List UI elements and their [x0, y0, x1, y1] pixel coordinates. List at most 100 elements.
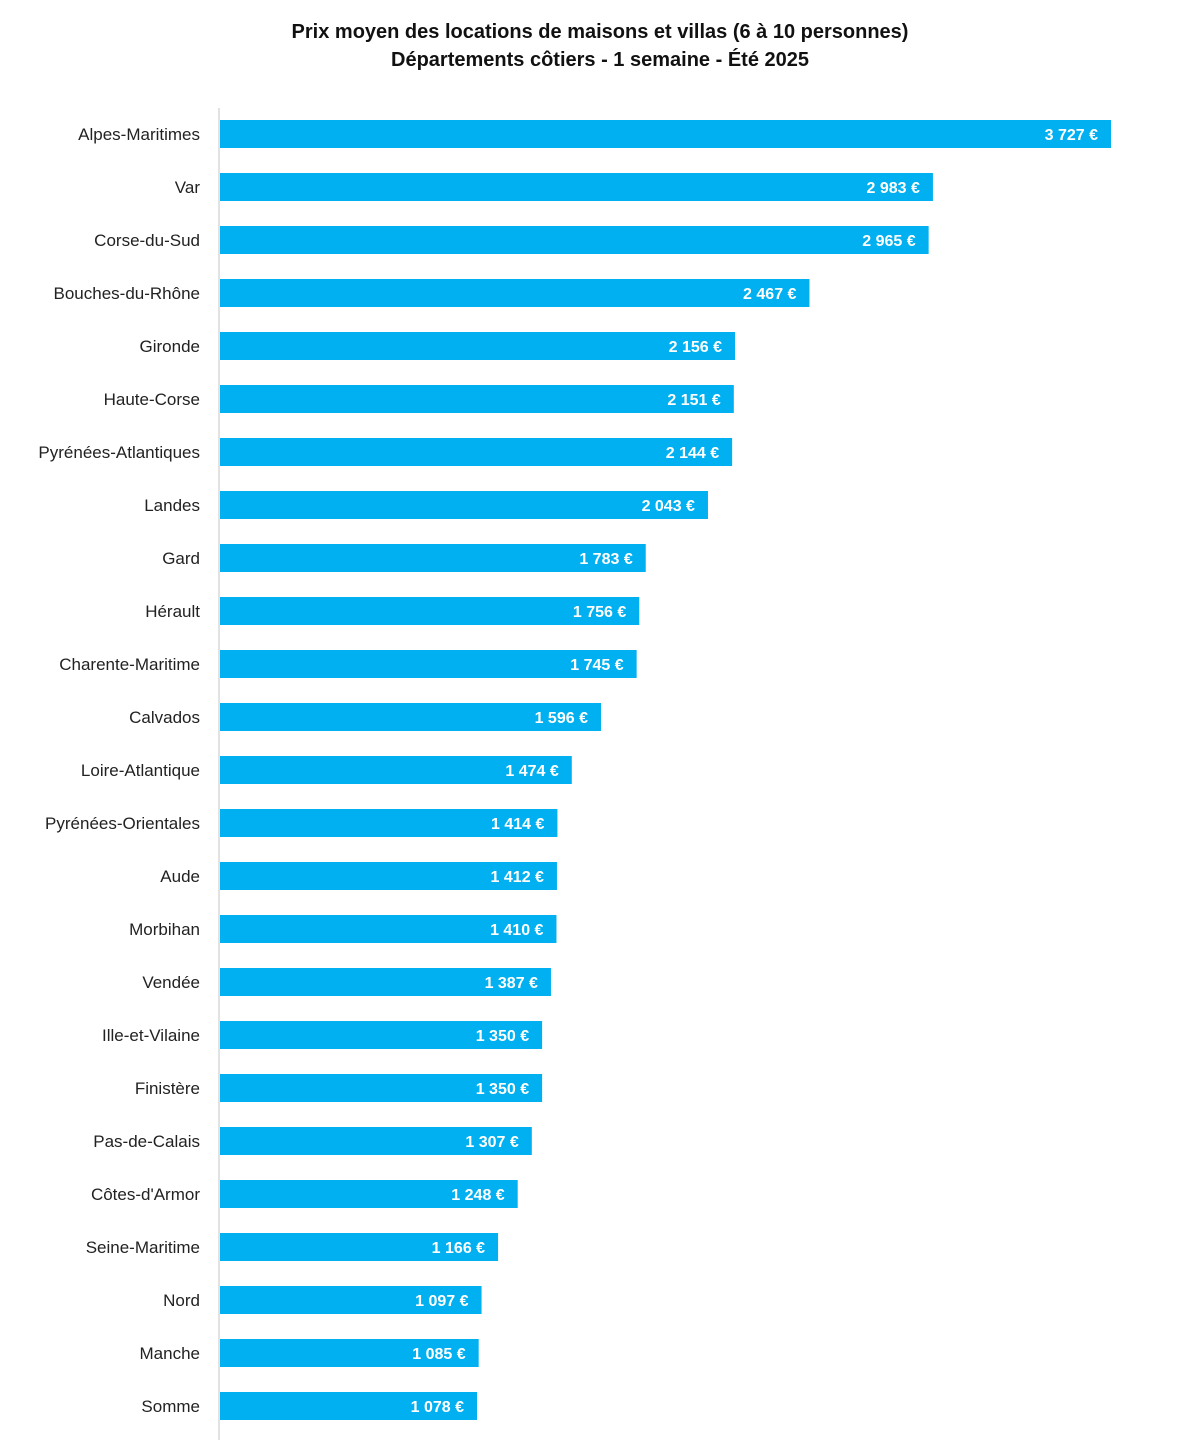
category-label: Manche	[140, 1344, 200, 1363]
category-label: Haute-Corse	[104, 390, 200, 409]
bar	[220, 1339, 479, 1367]
bar-row: Pas-de-Calais 1 307 €	[93, 1127, 532, 1155]
data-label: 1 097 €	[415, 1293, 468, 1310]
bar	[220, 385, 734, 413]
data-label: 1 596 €	[535, 710, 588, 727]
bar-row: Var 2 983 €	[175, 173, 933, 201]
chart-title: Prix moyen des locations de maisons et v…	[291, 21, 909, 43]
category-label: Morbihan	[129, 920, 200, 939]
bar	[220, 1392, 478, 1420]
bar	[220, 491, 708, 519]
data-label: 1 085 €	[412, 1346, 465, 1363]
bar-row: Morbihan 1 410 €	[129, 915, 557, 943]
data-label: 1 745 €	[570, 657, 623, 674]
category-label: Alpes-Maritimes	[78, 125, 200, 144]
bar-row: Pyrénées-Atlantiques 2 144 €	[38, 438, 733, 466]
bar	[220, 120, 1111, 148]
bar-row: Pyrénées-Orientales 1 414 €	[45, 809, 558, 837]
data-label: 2 144 €	[666, 445, 719, 462]
category-label: Finistère	[135, 1079, 200, 1098]
bar-row: Nord 1 097 €	[163, 1286, 482, 1314]
data-label: 1 248 €	[451, 1187, 504, 1204]
category-label: Pas-de-Calais	[93, 1132, 200, 1151]
bar	[220, 703, 601, 731]
bar-row: Gard 1 783 €	[162, 544, 646, 572]
bar	[220, 1286, 482, 1314]
bar	[220, 756, 572, 784]
data-label: 2 965 €	[862, 233, 915, 250]
data-label: 1 350 €	[476, 1081, 529, 1098]
bar	[220, 809, 558, 837]
category-label: Landes	[144, 496, 200, 515]
category-label: Nord	[163, 1291, 200, 1310]
data-label: 2 467 €	[743, 286, 796, 303]
bar-row: Alpes-Maritimes 3 727 €	[78, 120, 1111, 148]
category-label: Côtes-d'Armor	[91, 1185, 200, 1204]
bar	[220, 862, 557, 890]
chart-subtitle: Départements côtiers - 1 semaine - Été 2…	[391, 49, 809, 71]
category-label: Var	[175, 178, 201, 197]
data-label: 1 078 €	[411, 1399, 464, 1416]
category-label: Ille-et-Vilaine	[102, 1026, 200, 1045]
bar	[220, 1127, 532, 1155]
data-label: 1 414 €	[491, 816, 544, 833]
bar	[220, 1021, 543, 1049]
bar	[220, 650, 637, 678]
data-label: 2 156 €	[669, 339, 722, 356]
category-label: Bouches-du-Rhône	[54, 284, 200, 303]
bar	[220, 438, 733, 466]
data-label: 2 043 €	[642, 498, 695, 515]
category-label: Vendée	[142, 973, 200, 992]
category-label: Pyrénées-Orientales	[45, 814, 200, 833]
category-label: Somme	[141, 1397, 200, 1416]
category-label: Seine-Maritime	[86, 1238, 200, 1257]
bar-row: Corse-du-Sud 2 965 €	[94, 226, 929, 254]
bar	[220, 279, 810, 307]
bar-row: Loire-Atlantique 1 474 €	[81, 756, 572, 784]
bar-row: Hérault 1 756 €	[145, 597, 640, 625]
data-label: 3 727 €	[1045, 127, 1098, 144]
bar-row: Gironde 2 156 €	[140, 332, 736, 360]
bar-row: Calvados 1 596 €	[129, 703, 601, 731]
bar-row: Finistère 1 350 €	[135, 1074, 543, 1102]
data-label: 1 166 €	[432, 1240, 485, 1257]
bar	[220, 915, 557, 943]
bar-row: Seine-Maritime 1 166 €	[86, 1233, 499, 1261]
bar	[220, 173, 933, 201]
data-label: 1 387 €	[485, 975, 538, 992]
data-label: 1 350 €	[476, 1028, 529, 1045]
data-label: 1 756 €	[573, 604, 626, 621]
data-label: 1 474 €	[505, 763, 558, 780]
bar	[220, 1074, 543, 1102]
data-label: 1 412 €	[491, 869, 544, 886]
category-label: Pyrénées-Atlantiques	[38, 443, 200, 462]
category-label: Aude	[160, 867, 200, 886]
data-label: 1 783 €	[579, 551, 632, 568]
bar	[220, 1233, 499, 1261]
category-label: Loire-Atlantique	[81, 761, 200, 780]
data-label: 1 410 €	[490, 922, 543, 939]
bar	[220, 226, 929, 254]
category-label: Calvados	[129, 708, 200, 727]
category-label: Charente-Maritime	[59, 655, 200, 674]
bar-row: Aude 1 412 €	[160, 862, 557, 890]
data-label: 2 151 €	[667, 392, 720, 409]
category-label: Gard	[162, 549, 200, 568]
bar-row: Haute-Corse 2 151 €	[104, 385, 734, 413]
bar-row: Bouches-du-Rhône 2 467 €	[54, 279, 810, 307]
bar	[220, 597, 640, 625]
bar-row: Vendée 1 387 €	[142, 968, 551, 996]
bar	[220, 544, 646, 572]
bar-row: Côtes-d'Armor 1 248 €	[91, 1180, 518, 1208]
bar	[220, 1180, 518, 1208]
category-label: Corse-du-Sud	[94, 231, 200, 250]
data-label: 2 983 €	[867, 180, 920, 197]
bar	[220, 968, 551, 996]
category-label: Gironde	[140, 337, 200, 356]
bar	[220, 332, 736, 360]
bar-row: Ille-et-Vilaine 1 350 €	[102, 1021, 543, 1049]
bar-row: Landes 2 043 €	[144, 491, 708, 519]
bar-row: Charente-Maritime 1 745 €	[59, 650, 637, 678]
